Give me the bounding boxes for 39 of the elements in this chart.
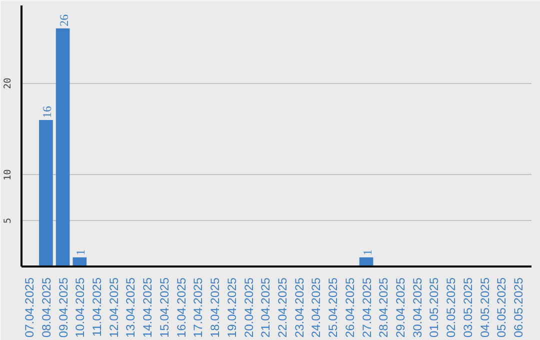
bar <box>56 28 70 266</box>
x-tick-label: 04.05.2025 <box>478 277 492 338</box>
x-tick-label: 08.04.2025 <box>39 277 54 338</box>
data-label: 26 <box>56 14 71 26</box>
x-tick-label: 13.04.2025 <box>124 277 138 338</box>
x-tick-label: 07.04.2025 <box>22 277 37 338</box>
x-tick-label: 26.04.2025 <box>342 277 357 338</box>
x-tick-label: 25.04.2025 <box>326 277 340 338</box>
x-tick-label: 15.04.2025 <box>157 277 172 338</box>
x-tick-label: 09.04.2025 <box>56 277 70 338</box>
x-tick-label: 03.05.2025 <box>460 277 475 338</box>
x-tick-label: 20.04.2025 <box>242 277 256 338</box>
bar <box>39 120 53 266</box>
x-tick-label: 27.04.2025 <box>360 277 374 338</box>
x-tick-label: 21.04.2025 <box>258 277 273 338</box>
x-tick-label: 10.04.2025 <box>73 277 88 338</box>
x-tick-label: 14.04.2025 <box>140 277 155 338</box>
x-tick-label: 16.04.2025 <box>174 277 188 338</box>
data-label: 1 <box>360 249 374 256</box>
x-tick-label: 05.05.2025 <box>494 277 509 338</box>
y-tick-label: 20 <box>2 77 14 89</box>
x-tick-label: 02.05.2025 <box>444 277 458 338</box>
data-label: 16 <box>40 106 54 118</box>
x-tick-label: 19.04.2025 <box>224 277 239 338</box>
x-tick-label: 11.04.2025 <box>90 277 104 337</box>
x-tick-label: 23.04.2025 <box>292 277 306 338</box>
x-tick-label: 06.05.2025 <box>512 277 526 338</box>
data-label: 1 <box>74 249 88 256</box>
x-tick-label: 17.04.2025 <box>191 277 206 338</box>
x-tick-label: 29.04.2025 <box>393 277 408 338</box>
x-tick-label: 18.04.2025 <box>208 277 222 338</box>
y-tick-label: 5 <box>2 218 14 224</box>
x-tick-label: 28.04.2025 <box>376 277 391 338</box>
x-tick-label: 12.04.2025 <box>106 277 121 338</box>
x-tick-label: 22.04.2025 <box>275 277 290 338</box>
x-tick-label: 30.04.2025 <box>410 277 424 338</box>
y-tick-label: 10 <box>2 168 14 181</box>
x-tick-label: 01.05.2025 <box>427 277 442 338</box>
x-tick-label: 24.04.2025 <box>309 277 324 338</box>
